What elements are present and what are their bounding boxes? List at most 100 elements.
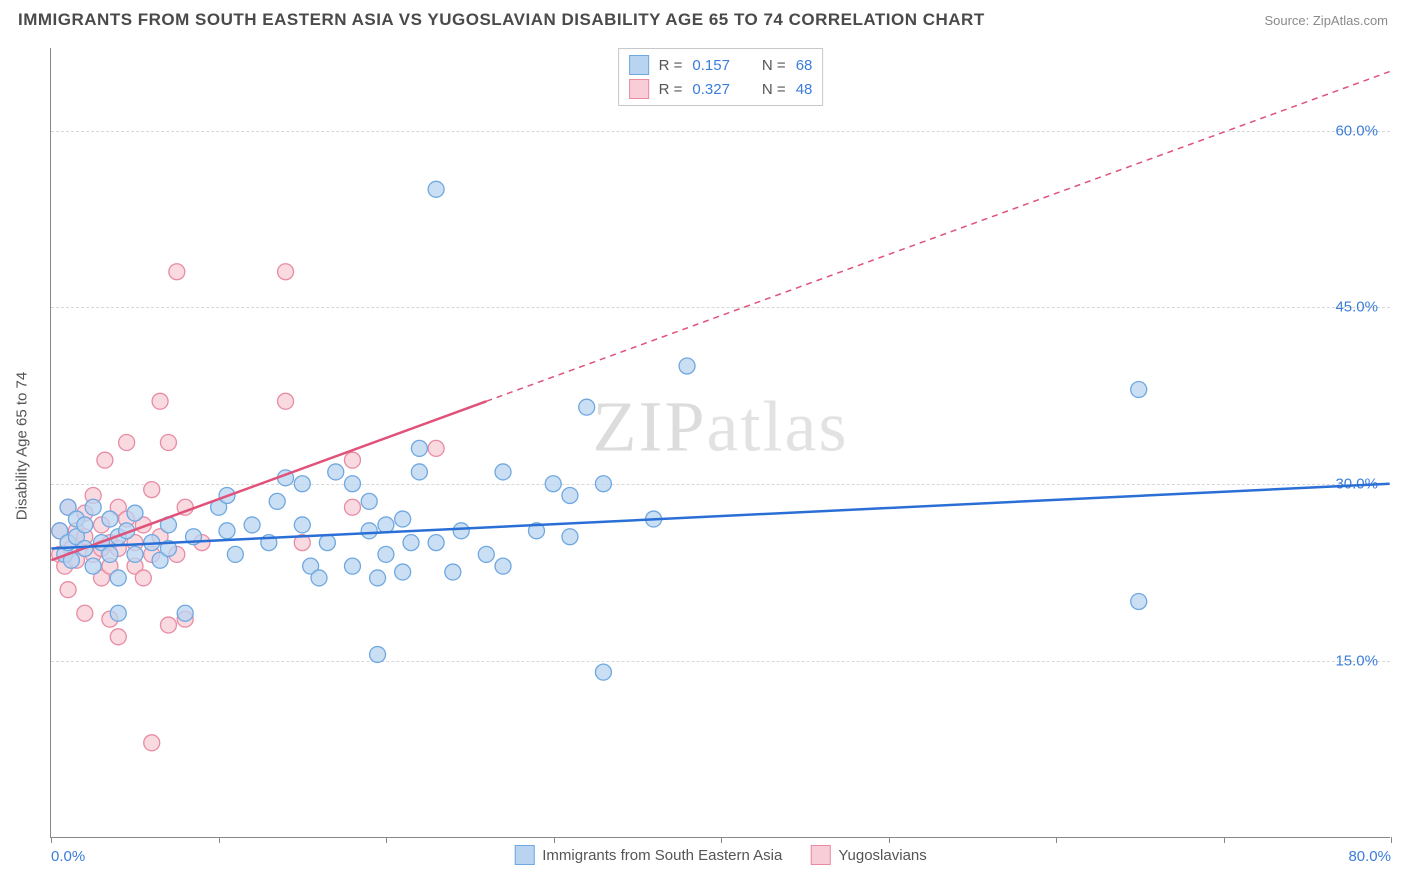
data-point [1131,593,1147,609]
data-point [428,440,444,456]
legend-r-label: R = [659,81,683,98]
x-tick [889,837,890,843]
legend-swatch-blue [629,55,649,75]
data-point [562,529,578,545]
legend-bottom-label: Immigrants from South Eastern Asia [542,847,782,864]
legend-n-value: 68 [796,57,813,74]
legend-top-row-1: R = 0.327 N = 48 [629,77,813,101]
data-point [411,464,427,480]
legend-bottom-label: Yugoslavians [838,847,926,864]
legend-n-label: N = [762,81,786,98]
scatter-svg [51,48,1390,837]
data-point [294,476,310,492]
data-point [344,452,360,468]
data-point [679,358,695,374]
data-point [177,605,193,621]
data-point [60,582,76,598]
data-point [127,505,143,521]
data-point [97,452,113,468]
x-tick [721,837,722,843]
data-point [102,546,118,562]
data-point [595,664,611,680]
data-point [110,605,126,621]
data-point [110,629,126,645]
data-point [169,264,185,280]
data-point [102,511,118,527]
plot-area: ZIPatlas R = 0.157 N = 68 R = 0.327 N = … [50,48,1390,838]
legend-swatch-pink [629,79,649,99]
data-point [77,605,93,621]
data-point [361,523,377,539]
data-point [579,399,595,415]
data-point [545,476,561,492]
data-point [344,499,360,515]
source-label: Source: ZipAtlas.com [1264,13,1388,28]
legend-top-row-0: R = 0.157 N = 68 [629,53,813,77]
data-point [395,511,411,527]
regression-line-pink-dashed [486,72,1389,402]
data-point [428,535,444,551]
data-point [294,517,310,533]
data-point [1131,382,1147,398]
x-tick-label: 0.0% [51,848,85,865]
x-tick-label: 80.0% [1348,848,1391,865]
regression-line-blue [51,484,1389,549]
data-point [495,464,511,480]
data-point [219,523,235,539]
data-point [344,476,360,492]
data-point [595,476,611,492]
data-point [478,546,494,562]
legend-top: R = 0.157 N = 68 R = 0.327 N = 48 [618,48,824,106]
x-tick [51,837,52,843]
legend-r-value: 0.157 [692,57,730,74]
x-tick [554,837,555,843]
legend-bottom-item-1: Yugoslavians [810,845,926,865]
x-tick [386,837,387,843]
x-tick [1056,837,1057,843]
data-point [378,546,394,562]
title-bar: IMMIGRANTS FROM SOUTH EASTERN ASIA VS YU… [0,0,1406,36]
data-point [370,646,386,662]
data-point [160,435,176,451]
data-point [135,570,151,586]
data-point [127,546,143,562]
data-point [562,488,578,504]
data-point [269,493,285,509]
y-axis-label: Disability Age 65 to 74 [14,372,31,520]
x-tick [1224,837,1225,843]
data-point [152,393,168,409]
data-point [227,546,243,562]
chart-title: IMMIGRANTS FROM SOUTH EASTERN ASIA VS YU… [18,10,985,30]
data-point [144,735,160,751]
data-point [85,499,101,515]
legend-swatch-blue [514,845,534,865]
legend-r-value: 0.327 [692,81,730,98]
data-point [85,558,101,574]
data-point [411,440,427,456]
data-point [110,570,126,586]
data-point [278,393,294,409]
data-point [319,535,335,551]
data-point [378,517,394,533]
data-point [370,570,386,586]
data-point [278,264,294,280]
legend-bottom-item-0: Immigrants from South Eastern Asia [514,845,782,865]
data-point [495,558,511,574]
legend-swatch-pink [810,845,830,865]
data-point [453,523,469,539]
data-point [144,482,160,498]
data-point [445,564,461,580]
legend-bottom: Immigrants from South Eastern Asia Yugos… [514,845,927,865]
data-point [160,617,176,633]
data-point [77,517,93,533]
data-point [244,517,260,533]
data-point [428,181,444,197]
series-points [52,181,1147,680]
legend-r-label: R = [659,57,683,74]
data-point [311,570,327,586]
series-points [52,264,444,751]
data-point [361,493,377,509]
legend-n-value: 48 [796,81,813,98]
data-point [395,564,411,580]
data-point [328,464,344,480]
